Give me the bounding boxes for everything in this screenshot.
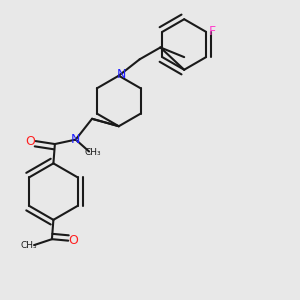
Text: N: N [117,68,127,81]
Text: CH₃: CH₃ [84,148,101,158]
Text: CH₃: CH₃ [20,241,37,250]
Text: F: F [209,26,216,38]
Text: N: N [71,133,80,146]
Text: O: O [25,135,35,148]
Text: O: O [69,234,79,247]
